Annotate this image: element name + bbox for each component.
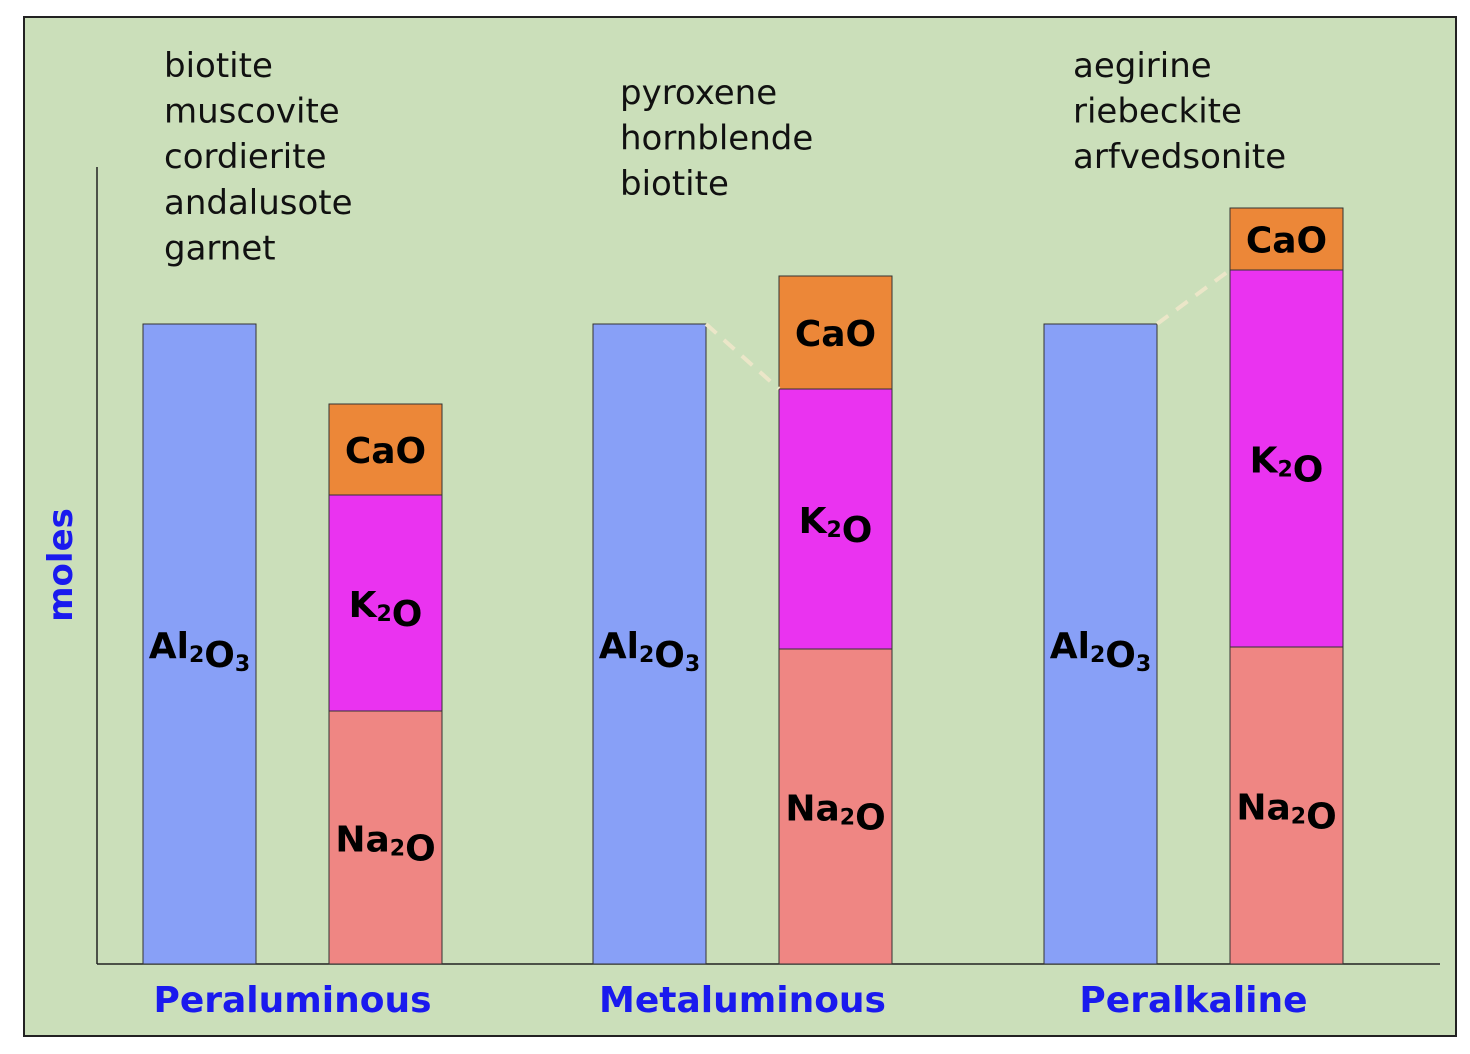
peralkaline-al2o3-label: Al2O3 — [1050, 626, 1151, 677]
metaluminous-al2o3-label: Al2O3 — [599, 626, 700, 677]
peraluminous-mineral: biotite — [164, 46, 273, 86]
peraluminous-mineral: garnet — [164, 228, 276, 268]
y-axis-label: moles — [41, 508, 81, 622]
metaluminous-group-label: Metaluminous — [599, 980, 886, 1021]
peralkaline-mineral: arfvedsonite — [1073, 137, 1286, 177]
metaluminous-bar-al2o3 — [592, 323, 707, 965]
peraluminous-bar-cao — [328, 403, 443, 496]
peralkaline-bar-k2o — [1229, 269, 1344, 648]
chart-background — [23, 16, 1457, 1037]
peralkaline-connector — [1155, 268, 1232, 326]
metaluminous-bar-cao — [778, 275, 893, 390]
peralkaline-group-label: Peralkaline — [1079, 980, 1307, 1021]
peraluminous-bar-k2o — [328, 494, 443, 712]
peralkaline-na2o-label: Na2O — [1236, 787, 1336, 837]
peraluminous-cao-label: CaO — [345, 431, 426, 472]
peraluminous-group-label: Peraluminous — [153, 980, 431, 1021]
peralkaline-mineral: riebeckite — [1073, 92, 1242, 132]
metaluminous-mineral: biotite — [620, 164, 729, 204]
peraluminous-na2o-label: Na2O — [335, 819, 435, 869]
peralkaline-bar-na2o — [1229, 646, 1344, 965]
peraluminous-mineral: andalusote — [164, 183, 353, 223]
peralkaline-bar-al2o3 — [1043, 323, 1158, 965]
peraluminous-k2o-label: K2O — [349, 585, 423, 635]
metaluminous-mineral: hornblende — [620, 119, 813, 159]
metaluminous-cao-label: CaO — [795, 314, 876, 355]
peralkaline-bar-cao — [1229, 207, 1344, 271]
peraluminous-mineral: muscovite — [164, 92, 340, 132]
peralkaline-mineral: aegirine — [1073, 46, 1212, 86]
peraluminous-mineral: cordierite — [164, 137, 327, 177]
metaluminous-connector — [704, 322, 781, 391]
metaluminous-na2o-label: Na2O — [785, 788, 885, 838]
peraluminous-al2o3-label: Al2O3 — [149, 626, 250, 677]
metaluminous-bar-k2o — [778, 388, 893, 650]
metaluminous-bar-na2o — [778, 648, 893, 965]
metaluminous-k2o-label: K2O — [799, 501, 873, 551]
peralkaline-cao-label: CaO — [1246, 221, 1327, 262]
metaluminous-mineral: pyroxene — [620, 73, 777, 113]
peraluminous-bar-na2o — [328, 710, 443, 965]
peralkaline-k2o-label: K2O — [1250, 440, 1324, 490]
chart-marks: Al2O3 Na2O K2O CaO Peraluminous biotite muscov… — [142, 46, 1344, 1021]
peraluminous-bar-al2o3 — [142, 323, 257, 965]
